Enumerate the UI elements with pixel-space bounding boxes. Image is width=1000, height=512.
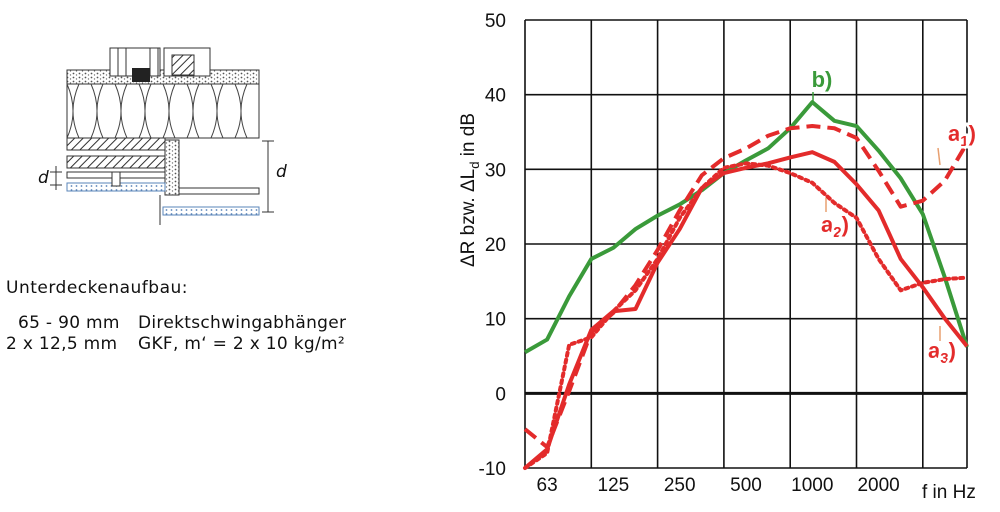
series-label: a3) (928, 338, 956, 367)
dimension-label-right: d (276, 162, 287, 182)
x-tick-label: 1000 (791, 475, 833, 496)
slab-layer (66, 137, 166, 151)
y-tick-label: 10 (485, 310, 506, 331)
series-line-a2 (523, 161, 969, 470)
screed-layer (66, 69, 260, 85)
construction-title: Unterdeckenaufbau: (6, 278, 188, 298)
y-tick-label: 30 (485, 160, 506, 181)
x-tick-labels: 63 125 250 500 1000 2000 (537, 475, 900, 496)
insulation-layer (66, 83, 260, 139)
ceiling-construction-drawing (50, 47, 274, 225)
series-labels: b) a1) a2) a3) (809, 65, 978, 370)
y-axis-label: ΔR bzw. ΔLd in dB (458, 113, 482, 267)
row-description: GKF, m‘ = 2 x 10 kg/m² (138, 334, 345, 354)
gypsum-board (162, 206, 260, 216)
y-tick-labels: -10 0 10 20 30 40 50 (479, 11, 506, 480)
x-tick-label: 125 (598, 475, 630, 496)
steel-profile (132, 68, 150, 82)
x-tick-label: 2000 (857, 475, 899, 496)
dimension-label-left: d (38, 168, 49, 188)
row-thickness: 65 - 90 mm (18, 313, 120, 333)
y-tick-label: 20 (485, 235, 506, 256)
slab-layer (66, 155, 166, 169)
y-tick-label: 40 (485, 86, 506, 107)
series-line-a3 (523, 150, 969, 470)
row-description: Direktschwingabhänger (138, 313, 347, 333)
y-tick-label: 0 (495, 384, 506, 405)
y-tick-label: -10 (479, 459, 506, 480)
construction-panel: d d Unterdeckenaufbau: 65 - 90 mm Direkt… (0, 0, 440, 512)
x-tick-label: 500 (730, 475, 762, 496)
x-tick-label: 250 (664, 475, 696, 496)
series-label: a1) (948, 121, 976, 150)
hanger (111, 171, 121, 187)
series-label: a2) (821, 212, 849, 241)
x-tick-label: 63 (537, 475, 558, 496)
chart: -10 0 10 20 30 40 50 63 125 250 500 1000 2000 b) a1)… (458, 11, 978, 503)
y-tick-label: 50 (485, 11, 506, 32)
x-axis-label: f in Hz (922, 482, 976, 503)
series-label: b) (812, 67, 833, 92)
wall-section (164, 139, 180, 196)
series-lines (523, 100, 969, 470)
label-leader-line (937, 147, 941, 166)
row-thickness: 2 x 12,5 mm (6, 334, 118, 354)
series-line-b (524, 100, 969, 355)
chart-grid (524, 19, 968, 469)
